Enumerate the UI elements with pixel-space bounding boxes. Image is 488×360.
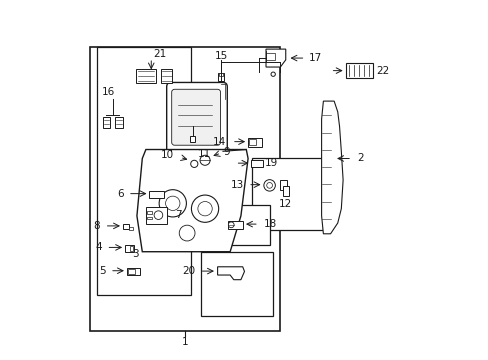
Circle shape: [159, 190, 186, 217]
Polygon shape: [321, 101, 343, 234]
Text: 22: 22: [376, 66, 389, 76]
Bar: [147, 211, 151, 214]
Bar: [161, 69, 172, 83]
Bar: [201, 252, 273, 316]
Text: 16: 16: [102, 87, 115, 97]
Polygon shape: [217, 267, 244, 280]
Circle shape: [191, 195, 218, 222]
Bar: [97, 47, 190, 295]
Bar: [127, 267, 139, 275]
Text: 7: 7: [175, 210, 182, 220]
Text: 17: 17: [308, 53, 322, 63]
Circle shape: [200, 155, 210, 165]
Bar: [149, 191, 163, 198]
Text: 3: 3: [132, 248, 138, 258]
Text: 2: 2: [357, 153, 364, 163]
Circle shape: [198, 202, 212, 216]
Bar: [90, 47, 280, 330]
Circle shape: [165, 196, 180, 211]
Circle shape: [266, 183, 272, 188]
Bar: [190, 135, 194, 142]
Text: 4: 4: [95, 242, 102, 252]
Text: 13: 13: [230, 180, 244, 190]
Text: 15: 15: [214, 50, 227, 60]
Bar: [215, 205, 269, 244]
Text: 19: 19: [264, 158, 278, 168]
Bar: [279, 180, 286, 190]
Bar: [251, 160, 262, 167]
FancyBboxPatch shape: [171, 89, 220, 145]
Text: 11: 11: [198, 149, 211, 159]
Polygon shape: [137, 149, 247, 252]
Bar: [128, 269, 135, 274]
Text: 9: 9: [223, 147, 230, 157]
Bar: [265, 53, 274, 60]
Bar: [219, 73, 223, 76]
Circle shape: [228, 222, 234, 228]
Bar: [129, 246, 133, 251]
Text: 5: 5: [99, 266, 105, 276]
Polygon shape: [265, 49, 285, 67]
Circle shape: [154, 211, 163, 220]
Bar: [282, 186, 288, 196]
Text: 10: 10: [160, 150, 173, 160]
Text: 18: 18: [263, 219, 276, 229]
Text: 1: 1: [182, 337, 188, 347]
Bar: [115, 117, 122, 128]
Bar: [145, 207, 167, 224]
Bar: [147, 217, 151, 220]
Bar: [248, 138, 262, 147]
Bar: [345, 63, 372, 78]
Circle shape: [179, 225, 195, 241]
Bar: [228, 221, 242, 229]
Bar: [251, 158, 323, 230]
Bar: [218, 73, 224, 81]
FancyBboxPatch shape: [166, 82, 227, 156]
Bar: [122, 224, 129, 229]
Text: 12: 12: [279, 199, 292, 210]
Bar: [248, 139, 255, 145]
Circle shape: [270, 72, 275, 76]
Text: 21: 21: [153, 49, 166, 59]
Bar: [129, 227, 133, 230]
Text: 6: 6: [117, 189, 123, 199]
Bar: [136, 69, 155, 83]
Circle shape: [190, 160, 198, 167]
Bar: [102, 117, 110, 128]
Text: 14: 14: [212, 137, 225, 147]
Text: 8: 8: [94, 221, 100, 231]
Text: 20: 20: [182, 266, 195, 276]
Circle shape: [264, 180, 275, 191]
Bar: [125, 244, 134, 252]
